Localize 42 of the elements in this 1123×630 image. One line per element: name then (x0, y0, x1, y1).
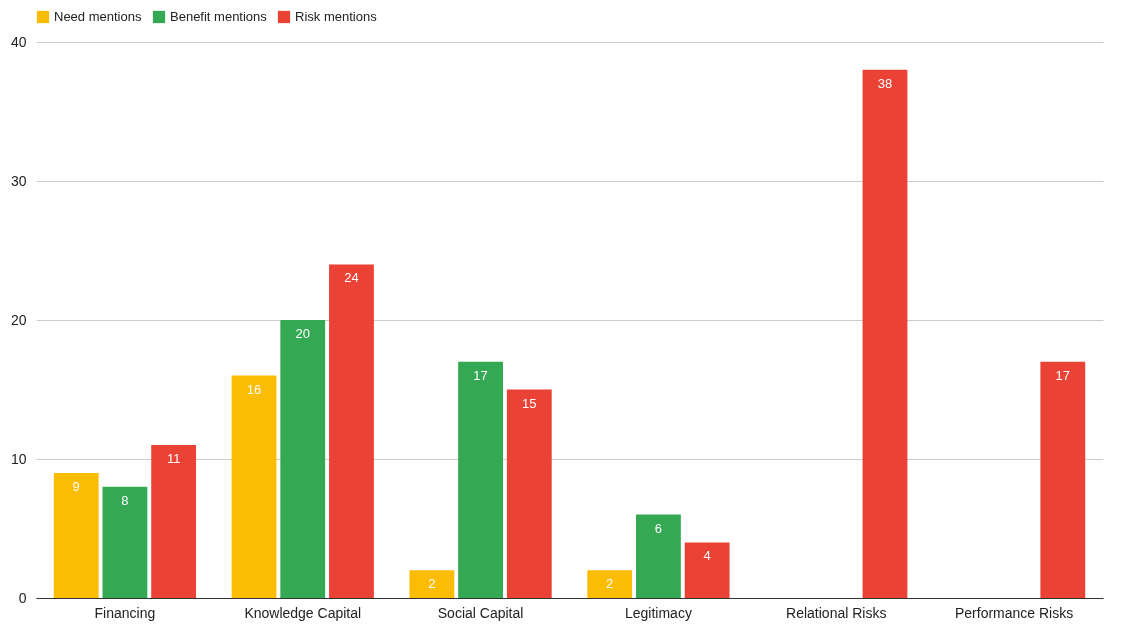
x-tick-label: Social Capital (437, 604, 524, 621)
x-tick-label: Knowledge Capital (244, 604, 362, 621)
bar (151, 445, 197, 598)
legend-label: Risk mentions (295, 9, 378, 24)
bar (506, 389, 552, 598)
bar (1040, 361, 1086, 598)
data-label: 38 (877, 75, 893, 91)
x-tick-label: Relational Risks (786, 604, 887, 621)
y-tick-label: 10 (10, 450, 27, 467)
bar (862, 69, 908, 598)
bar (587, 570, 633, 598)
bar (102, 486, 148, 598)
data-label: 9 (72, 478, 80, 494)
data-label: 4 (703, 548, 711, 564)
data-label: 2 (428, 576, 436, 592)
x-tick-label: Financing (94, 604, 156, 621)
legend-label: Benefit mentions (170, 9, 268, 24)
bar (329, 264, 374, 598)
bar (458, 361, 503, 598)
y-tick-label: 0 (18, 589, 27, 606)
data-label: 16 (246, 381, 262, 397)
bar (280, 320, 326, 598)
x-tick-label: Performance Risks (954, 604, 1074, 621)
bar (636, 514, 681, 598)
data-label: 17 (473, 367, 488, 383)
y-tick-label: 20 (10, 311, 27, 328)
data-label: 17 (1055, 367, 1071, 383)
y-tick-label: 30 (10, 172, 27, 189)
data-label: 11 (166, 451, 181, 467)
legend-label: Need mentions (54, 9, 142, 24)
bar (684, 542, 730, 598)
data-label: 20 (295, 326, 310, 341)
data-label: 15 (522, 395, 537, 411)
bar (53, 472, 99, 598)
data-label: 2 (606, 576, 614, 592)
bar (409, 570, 455, 598)
y-tick-label: 40 (10, 33, 27, 50)
data-label: 8 (121, 492, 129, 508)
data-label: 6 (654, 520, 663, 536)
bar (231, 375, 277, 598)
data-label: 24 (344, 270, 359, 286)
x-tick-label: Legitimacy (624, 604, 692, 621)
